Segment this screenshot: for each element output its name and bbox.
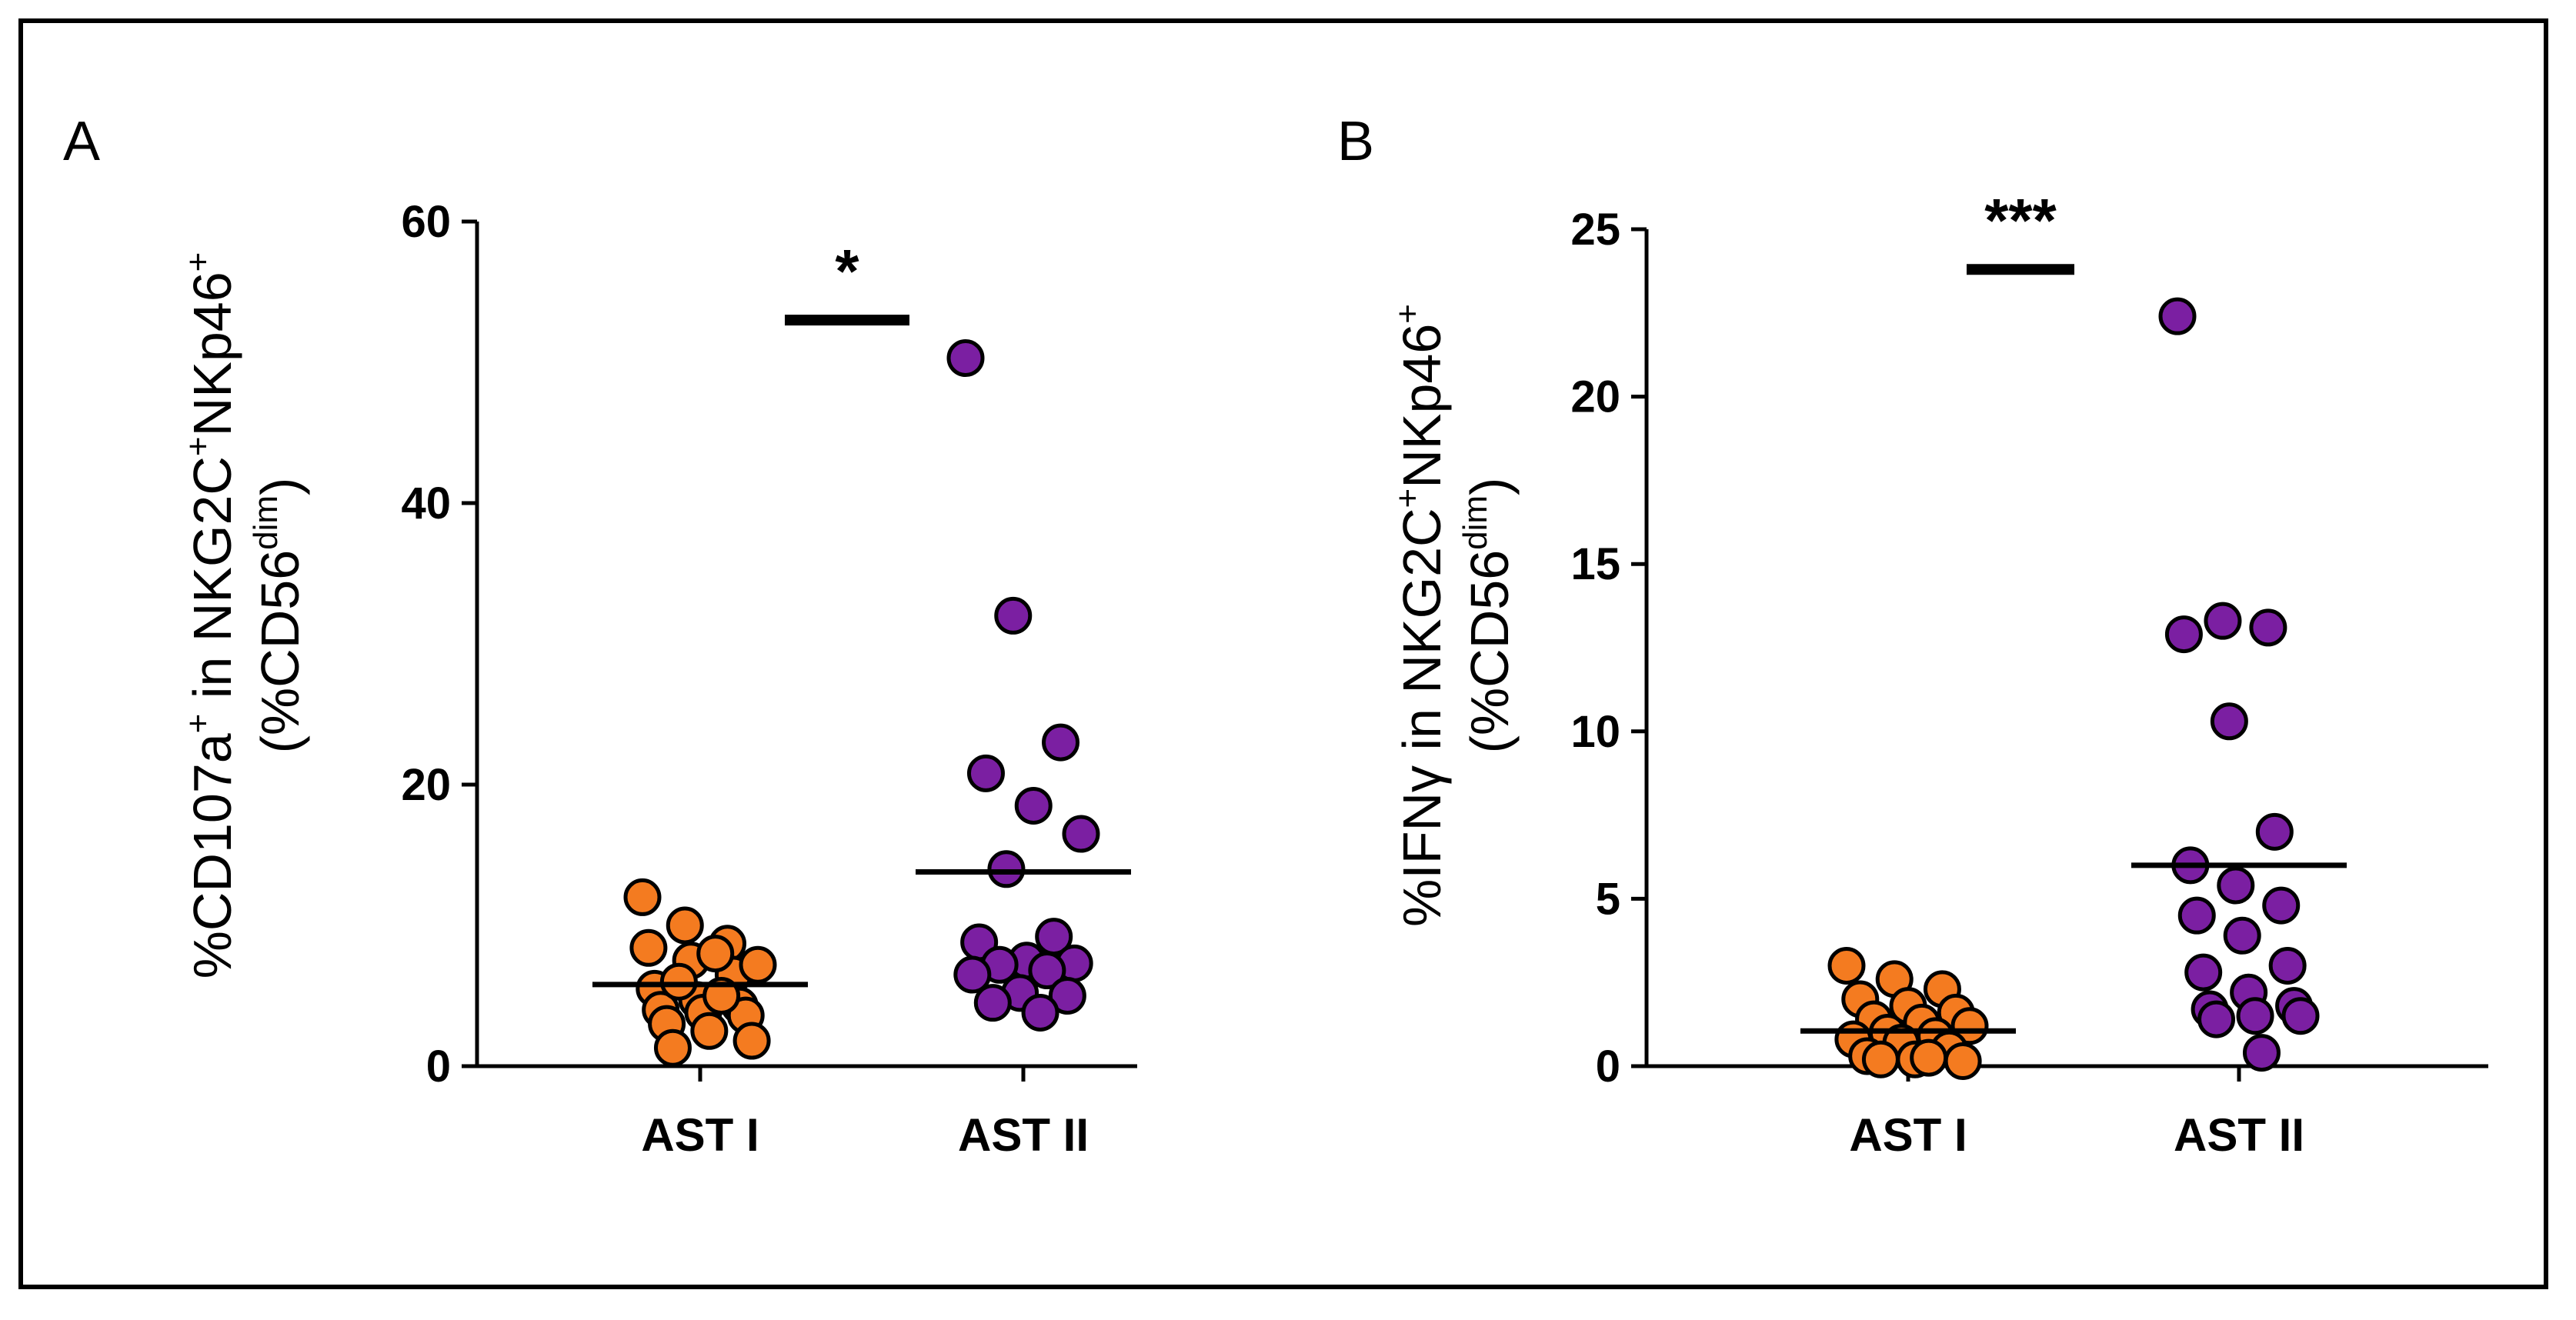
data-point-ast-ii [994,596,1033,635]
y-tick-label: 20 [1570,372,1620,422]
data-point-ast-ii [2262,886,2301,925]
data-point-ast-ii [2281,997,2320,1035]
panel-a-marks [592,315,1131,1067]
data-point-ast-ii [2210,702,2248,741]
panel-a-label: A [63,111,100,172]
panel-b-label: B [1337,111,1374,172]
panel-b-ylabel-line2: (%CD56dim) [1457,478,1520,754]
data-point-ast-i [1827,946,1866,985]
data-point-ast-i [696,935,735,973]
data-point-ast-ii [2268,946,2307,985]
data-point-ast-ii [953,955,992,994]
y-tick-label: 0 [1596,1042,1620,1092]
data-point-ast-ii [2184,953,2223,992]
data-point-ast-ii [2158,297,2197,335]
data-point-ast-i [623,878,662,916]
data-point-ast-i [702,977,741,1015]
data-point-ast-ii [1048,977,1086,1015]
panel-b-significance-label: *** [1984,186,2057,255]
x-category-label: AST I [641,1109,759,1161]
data-point-ast-ii [2204,602,2242,640]
data-point-ast-ii [2197,1000,2236,1038]
data-point-ast-ii [1021,993,1059,1032]
data-point-ast-ii [1028,952,1066,990]
data-point-ast-ii [2177,896,2216,935]
data-point-ast-i [1944,1042,1982,1080]
data-point-ast-ii [1014,786,1053,825]
data-point-ast-ii [2223,916,2261,955]
panel-b: B %IFNγ in NKG2C+NKp46+ (%CD56dim) 0 5 10 1… [1337,111,2488,1161]
data-point-ast-ii [1062,815,1100,853]
data-point-ast-ii [987,850,1026,888]
data-point-ast-i [1950,1007,1989,1045]
data-point-ast-ii [966,754,1005,792]
data-point-ast-i [666,906,704,945]
y-tick-label: 20 [401,760,451,810]
data-point-ast-i [629,928,668,967]
data-point-ast-i [732,1022,771,1060]
x-category-label: AST II [958,1109,1089,1161]
panel-a-ylabel-line1: %CD107a+ in NKG2C+NKp46+ [179,252,242,979]
panel-b-ylabel-line1: %IFNγ in NKG2C+NKp46+ [1389,304,1452,927]
x-category-label: AST II [2174,1109,2304,1161]
data-point-ast-ii [946,339,985,378]
y-tick-label: 15 [1570,539,1620,589]
data-point-ast-ii [2242,1034,2281,1072]
panel-a: A %CD107a+ in NKG2C+NKp46+ (%CD56dim) 0 2… [63,111,1137,1161]
x-category-label: AST I [1849,1109,1967,1161]
panel-a-ylabel-line2: (%CD56dim) [247,478,310,754]
data-point-ast-i [659,962,698,1001]
data-point-ast-i [690,1012,729,1050]
data-point-ast-ii [2255,812,2294,851]
figure-frame: A %CD107a+ in NKG2C+NKp46+ (%CD56dim) 0 2… [18,18,2548,1289]
panel-b-axes: 0 5 10 15 20 25 AST I AST II [1570,205,2488,1161]
y-tick-label: 25 [1570,205,1620,255]
data-point-ast-ii [1042,723,1080,762]
y-tick-label: 60 [401,197,451,247]
data-point-ast-ii [2164,615,2203,654]
panel-a-significance-label: * [835,237,859,305]
y-tick-label: 40 [401,478,451,528]
y-tick-label: 5 [1596,874,1620,924]
data-point-ast-ii [973,984,1012,1022]
data-point-ast-ii [2217,866,2255,905]
data-point-ast-i [1861,1040,1900,1078]
chart-canvas: A %CD107a+ in NKG2C+NKp46+ (%CD56dim) 0 2… [63,111,2488,1161]
data-point-ast-i [739,945,777,984]
y-tick-label: 10 [1570,707,1620,757]
data-point-ast-i [653,1028,692,1067]
data-point-ast-i [1910,1038,1948,1077]
panel-b-marks [1800,264,2347,1080]
data-point-ast-ii [2249,608,2287,647]
data-point-ast-ii [2236,997,2274,1035]
y-tick-label: 0 [426,1042,451,1092]
panel-a-axes: 0 20 40 60 AST I AST II [401,197,1137,1161]
